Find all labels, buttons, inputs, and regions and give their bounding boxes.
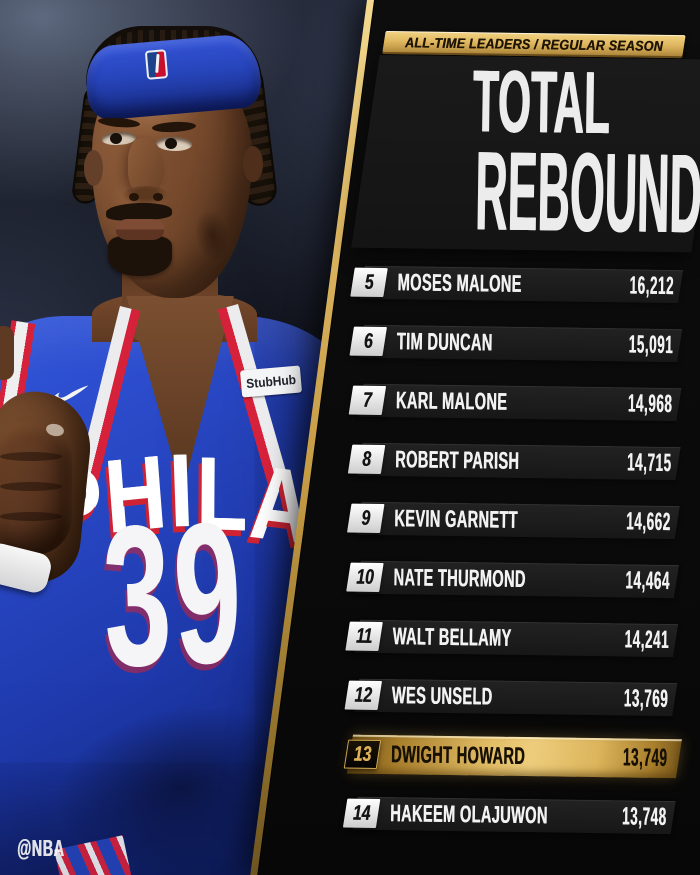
rank-badge: 9 — [347, 503, 385, 533]
rank-badge: 7 — [348, 385, 387, 416]
rebound-total: 13,749 — [622, 743, 668, 773]
leaderboard-rows: 5 MOSES MALONE 16,212 6 TIM DUNCAN 15,09… — [342, 265, 700, 861]
rebound-total: 14,968 — [627, 389, 673, 419]
rebound-total: 16,212 — [628, 271, 674, 301]
player-name: KEVIN GARNETT — [394, 505, 518, 534]
rank-badge: 8 — [347, 444, 386, 475]
leaderboard-content: ALL-TIME LEADERS / REGULAR SEASON TOTAL … — [342, 0, 700, 875]
rank-number: 7 — [362, 388, 372, 412]
page-title-line2: REBOUNDS — [474, 128, 700, 257]
rank-number: 9 — [361, 506, 371, 530]
leaderboard-row: 6 TIM DUNCAN 15,091 — [349, 324, 700, 363]
ear-right — [243, 146, 263, 182]
rank-number: 11 — [355, 624, 373, 648]
leaderboard-row: 14 HAKEEM OLAJUWON 13,748 — [342, 796, 694, 835]
leaderboard-row: 10 NATE THURMOND 14,464 — [346, 560, 697, 599]
leaderboard-row: 8 ROBERT PARISH 14,715 — [347, 442, 699, 481]
rank-badge: 5 — [350, 267, 388, 298]
rank-badge: 10 — [346, 562, 384, 592]
ear-left — [84, 150, 103, 186]
rebound-total: 13,748 — [621, 802, 667, 832]
rank-badge: 12 — [344, 680, 383, 710]
rank-number: 13 — [353, 742, 372, 766]
rebound-total: 14,662 — [625, 507, 671, 537]
rank-badge: 6 — [349, 326, 387, 357]
rank-badge: 11 — [345, 621, 383, 651]
stubhub-patch-label: StubHub — [245, 371, 297, 392]
goatee — [108, 236, 172, 276]
rank-badge: 13 — [343, 739, 382, 769]
player-name: TIM DUNCAN — [396, 328, 493, 357]
leaderboard-row: 7 KARL MALONE 14,968 — [348, 383, 700, 422]
nba-watermark: @NBA — [17, 835, 65, 861]
rebound-total: 13,769 — [623, 684, 668, 714]
rebound-total: 14,464 — [624, 566, 670, 596]
title-block: TOTAL REBOUNDS — [351, 51, 700, 257]
rebound-total: 15,091 — [627, 330, 673, 360]
fist — [0, 420, 72, 555]
headband — [83, 32, 263, 122]
player-name: KARL MALONE — [395, 387, 508, 416]
rank-badge: 14 — [342, 798, 381, 828]
rank-number: 12 — [354, 683, 373, 707]
rank-number: 5 — [364, 270, 374, 294]
nba-logo-icon — [144, 49, 169, 80]
rebound-total: 14,715 — [626, 448, 672, 478]
leaderboard-row: 5 MOSES MALONE 16,212 — [350, 265, 700, 304]
leaderboard-row: 12 WES UNSELD 13,769 — [344, 678, 696, 717]
leaderboard-row: 11 WALT BELLAMY 14,241 — [345, 619, 696, 658]
rank-number: 10 — [355, 565, 374, 589]
stubhub-patch: StubHub — [239, 365, 303, 398]
jersey-number: 39 — [99, 481, 248, 709]
player-name: DWIGHT HOWARD — [390, 741, 526, 771]
player-name: WALT BELLAMY — [392, 623, 512, 652]
rank-number: 8 — [362, 447, 372, 471]
eye-right — [156, 137, 192, 151]
rebound-total: 14,241 — [623, 625, 669, 655]
rank-number: 6 — [363, 329, 373, 353]
rank-number: 14 — [352, 801, 371, 825]
player-name: HAKEEM OLAJUWON — [389, 800, 548, 830]
leaderboard-row: 9 KEVIN GARNETT 14,662 — [347, 501, 698, 540]
shoulder-skin — [0, 326, 14, 380]
player-name: MOSES MALONE — [397, 269, 522, 298]
leaderboard-row: 13 DWIGHT HOWARD 13,749 — [343, 734, 695, 779]
player-name: ROBERT PARISH — [394, 446, 520, 475]
player-name: NATE THURMOND — [393, 564, 526, 594]
lips — [116, 219, 164, 240]
player-name: WES UNSELD — [391, 682, 493, 711]
